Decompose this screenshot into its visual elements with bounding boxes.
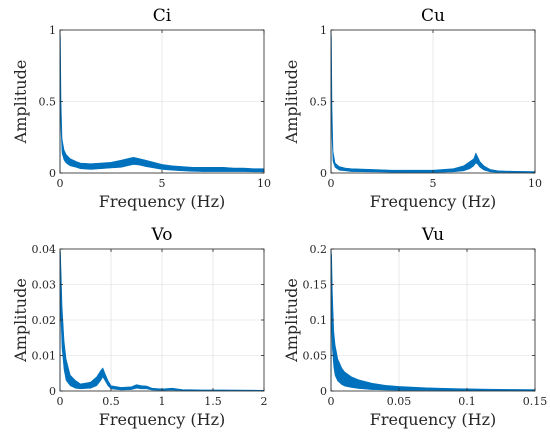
chart-title: Cu	[421, 6, 445, 26]
chart-title: Vo	[151, 225, 173, 245]
x-tick-label: 1	[159, 395, 166, 408]
y-tick-label: 0	[320, 167, 327, 180]
y-axis-label: Amplitude	[11, 60, 30, 145]
x-axis-label: Frequency (Hz)	[99, 192, 226, 211]
chart-panel-vu: 0 0.05 0.1 0.15 0 0.05 0.1 0.15 0.2 Vu Frequency (…	[282, 225, 547, 429]
x-tick-label: 0.1	[458, 395, 476, 408]
y-tick-label: 0	[49, 385, 56, 398]
x-axis-label: Frequency (Hz)	[99, 410, 226, 429]
x-tick-label: 5	[159, 177, 166, 190]
x-tick-label: 0	[328, 395, 335, 408]
chart-panel-ci: 0 5 10 0 0.5 1 Ci Frequency (Hz) Amplitude	[11, 6, 271, 211]
y-tick-label: 0.05	[303, 350, 328, 363]
y-tick-label: 1	[320, 24, 327, 37]
y-tick-label: 0	[320, 385, 327, 398]
y-tick-label: 0.15	[303, 279, 328, 292]
chart-title: Ci	[153, 6, 172, 26]
y-tick-label: 0.1	[310, 314, 328, 327]
y-axis-label: Amplitude	[11, 278, 30, 363]
x-tick-label: 5	[430, 177, 437, 190]
y-tick-label: 0	[49, 167, 56, 180]
y-tick-label: 1	[49, 24, 56, 37]
x-tick-label: 0.05	[387, 395, 412, 408]
x-axis-label: Frequency (Hz)	[370, 192, 497, 211]
y-tick-label: 0.2	[310, 243, 328, 256]
chart-title: Vu	[421, 225, 444, 245]
x-axis-label: Frequency (Hz)	[370, 410, 497, 429]
chart-panel-cu: 0 5 10 0 0.5 1 Cu Frequency (Hz) Amplitude	[282, 6, 542, 211]
y-tick-label: 0.5	[39, 96, 57, 109]
x-tick-label: 0.15	[523, 395, 548, 408]
y-tick-label: 0.03	[32, 279, 57, 292]
x-tick-label: 1.5	[204, 395, 222, 408]
x-tick-label: 0	[57, 177, 64, 190]
x-tick-label: 10	[257, 177, 271, 190]
y-tick-label: 0.01	[32, 350, 57, 363]
y-tick-label: 0.04	[32, 243, 57, 256]
x-tick-label: 0	[57, 395, 64, 408]
y-axis-label: Amplitude	[282, 278, 301, 363]
y-axis-label: Amplitude	[282, 60, 301, 145]
x-tick-label: 0.5	[102, 395, 120, 408]
y-tick-label: 0.02	[32, 314, 57, 327]
x-tick-label: 10	[528, 177, 542, 190]
x-tick-label: 2	[261, 395, 268, 408]
x-tick-label: 0	[328, 177, 335, 190]
chart-panel-vo: 0 0.5 1 1.5 2 0 0.01 0.02 0.03 0.04 Vo Frequency (H…	[11, 225, 268, 429]
y-tick-label: 0.5	[310, 96, 328, 109]
